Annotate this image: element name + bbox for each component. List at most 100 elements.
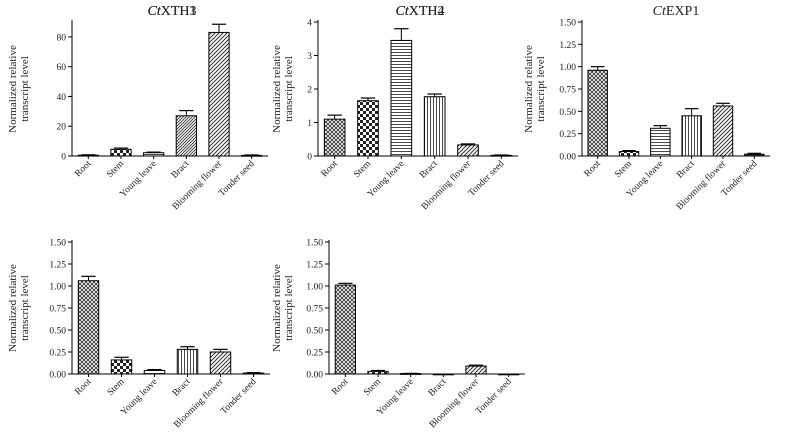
- chart-panel-3: CtEXP1 Normalized relativetranscript leve…: [523, 4, 770, 212]
- x-category-label: Tonder seed: [219, 377, 259, 417]
- bar-root: [77, 154, 99, 157]
- x-category-label: Root: [330, 377, 350, 397]
- y-tick-label: 0.00: [49, 371, 66, 381]
- x-category-label: Stem: [105, 159, 126, 180]
- bar-root: [323, 118, 346, 157]
- y-tick-label: 0.25: [49, 349, 66, 359]
- bar-blooming-flower: [712, 105, 734, 157]
- bar-bract: [176, 348, 199, 375]
- x-category-label: Tonder seed: [217, 159, 257, 199]
- bar-root: [587, 69, 608, 157]
- y-axis-label-line2: transcript level: [283, 275, 295, 341]
- y-tick-label: 1.50: [306, 239, 323, 249]
- y-tick-label: 0.75: [559, 86, 576, 96]
- x-category-label: Root: [583, 159, 603, 179]
- y-tick-label: 1.00: [306, 283, 323, 293]
- bar-tonder-seed: [744, 153, 765, 157]
- x-category-label: Stem: [613, 159, 634, 180]
- bar-blooming-flower: [209, 351, 232, 375]
- x-category-label: Bract: [675, 159, 697, 181]
- chart-title-rest: XTH2: [409, 4, 445, 19]
- bar-stem: [357, 100, 379, 157]
- x-category-label: Root: [73, 377, 93, 397]
- x-category-label: Bract: [171, 377, 193, 399]
- bar-stem: [110, 359, 133, 375]
- chart-title-italic: Ct: [395, 4, 409, 19]
- y-tick-label: 3: [307, 52, 312, 62]
- y-tick-label: 1.50: [559, 19, 576, 29]
- y-tick-label: 0.25: [559, 130, 576, 140]
- y-tick-label: 40: [57, 93, 67, 103]
- chart-title-italic: Ct: [147, 4, 161, 19]
- x-category-label: Tonder seed: [474, 377, 514, 417]
- x-category-label: Bract: [427, 377, 449, 399]
- chart-title: CtXTH3: [147, 4, 196, 19]
- bar-young-leave: [390, 39, 413, 157]
- y-axis-label: Normalized relativetranscript level: [271, 45, 295, 133]
- bar-tonder-seed: [242, 372, 265, 375]
- y-tick-label: 4: [307, 19, 312, 29]
- y-tick-label: 0.50: [306, 327, 323, 337]
- y-tick-label: 0.25: [306, 349, 323, 359]
- chart-title-italic: Ct: [653, 4, 667, 19]
- y-tick-label: 60: [57, 63, 67, 73]
- y-tick-label: 2: [307, 86, 312, 96]
- chart-title-rest: EXP1: [666, 4, 699, 19]
- chart-panel-1: CtXTH1 Normalized relativetranscript leve…: [7, 4, 268, 212]
- x-category-label: Stem: [352, 159, 373, 180]
- x-category-label: Stem: [106, 377, 127, 398]
- chart-title-rest: XTH4: [409, 4, 445, 19]
- x-category-label: Stem: [362, 377, 383, 398]
- y-tick-label: 1.00: [49, 283, 66, 293]
- x-category-label: Bract: [418, 159, 440, 181]
- x-category-label: Root: [73, 159, 93, 179]
- y-tick-label: 1.00: [559, 63, 576, 73]
- bar-bract: [423, 96, 446, 157]
- y-axis-label: Normalized relativetranscript level: [271, 264, 295, 352]
- y-tick-label: 1: [307, 119, 312, 129]
- bar-stem: [367, 370, 389, 375]
- x-category-label: Root: [320, 159, 340, 179]
- y-tick-label: 0.75: [306, 305, 323, 315]
- chart-panel-2: CtXTH2 Normalized relativetranscript leve…: [271, 4, 518, 212]
- y-tick-label: 1.25: [49, 261, 66, 271]
- chart-title-italic: Ct: [147, 4, 161, 19]
- y-tick-label: 0.75: [49, 305, 66, 315]
- bar-blooming-flower: [457, 144, 479, 157]
- bar-blooming-flower: [208, 31, 230, 157]
- y-axis-label-line1: Normalized relative: [7, 264, 19, 352]
- y-axis-label-line1: Normalized relative: [271, 45, 283, 133]
- chart-title-rest: XTH1: [161, 4, 197, 19]
- bar-young-leave: [143, 152, 165, 157]
- x-category-label: Bract: [170, 159, 192, 181]
- y-axis-label-line1: Normalized relative: [523, 45, 535, 133]
- chart-title-italic: Ct: [395, 4, 409, 19]
- y-tick-label: 0: [307, 153, 312, 163]
- chart-title: CtXTH1: [147, 4, 196, 19]
- bar-bract: [681, 115, 702, 157]
- y-tick-label: 0.00: [559, 153, 576, 163]
- y-axis-label-line1: Normalized relative: [7, 45, 19, 133]
- y-axis-label: Normalized relativetranscript level: [523, 45, 547, 133]
- y-tick-label: 0.00: [306, 371, 323, 381]
- bar-young-leave: [650, 127, 671, 157]
- y-axis-label-line2: transcript level: [19, 275, 31, 341]
- chart-title-rest: XTH3: [161, 4, 197, 19]
- bar-young-leave: [143, 369, 166, 375]
- y-axis-label-line2: transcript level: [19, 56, 31, 122]
- chart-title: CtXTH2: [395, 4, 444, 19]
- chart-title: CtEXP1: [653, 4, 700, 19]
- x-category-label: Tonder seed: [467, 159, 507, 199]
- y-axis-label: Normalized relativetranscript level: [7, 264, 31, 352]
- bar-root: [77, 280, 100, 375]
- bar-stem: [618, 151, 640, 157]
- bar-bract: [175, 115, 197, 157]
- bar-stem: [110, 148, 132, 157]
- y-tick-label: 20: [57, 123, 67, 133]
- y-tick-label: 0: [61, 153, 66, 163]
- y-axis-label: Normalized relativetranscript level: [7, 45, 31, 133]
- bar-root: [334, 284, 356, 375]
- y-tick-label: 1.25: [559, 41, 576, 51]
- y-axis-label-line2: transcript level: [283, 56, 295, 122]
